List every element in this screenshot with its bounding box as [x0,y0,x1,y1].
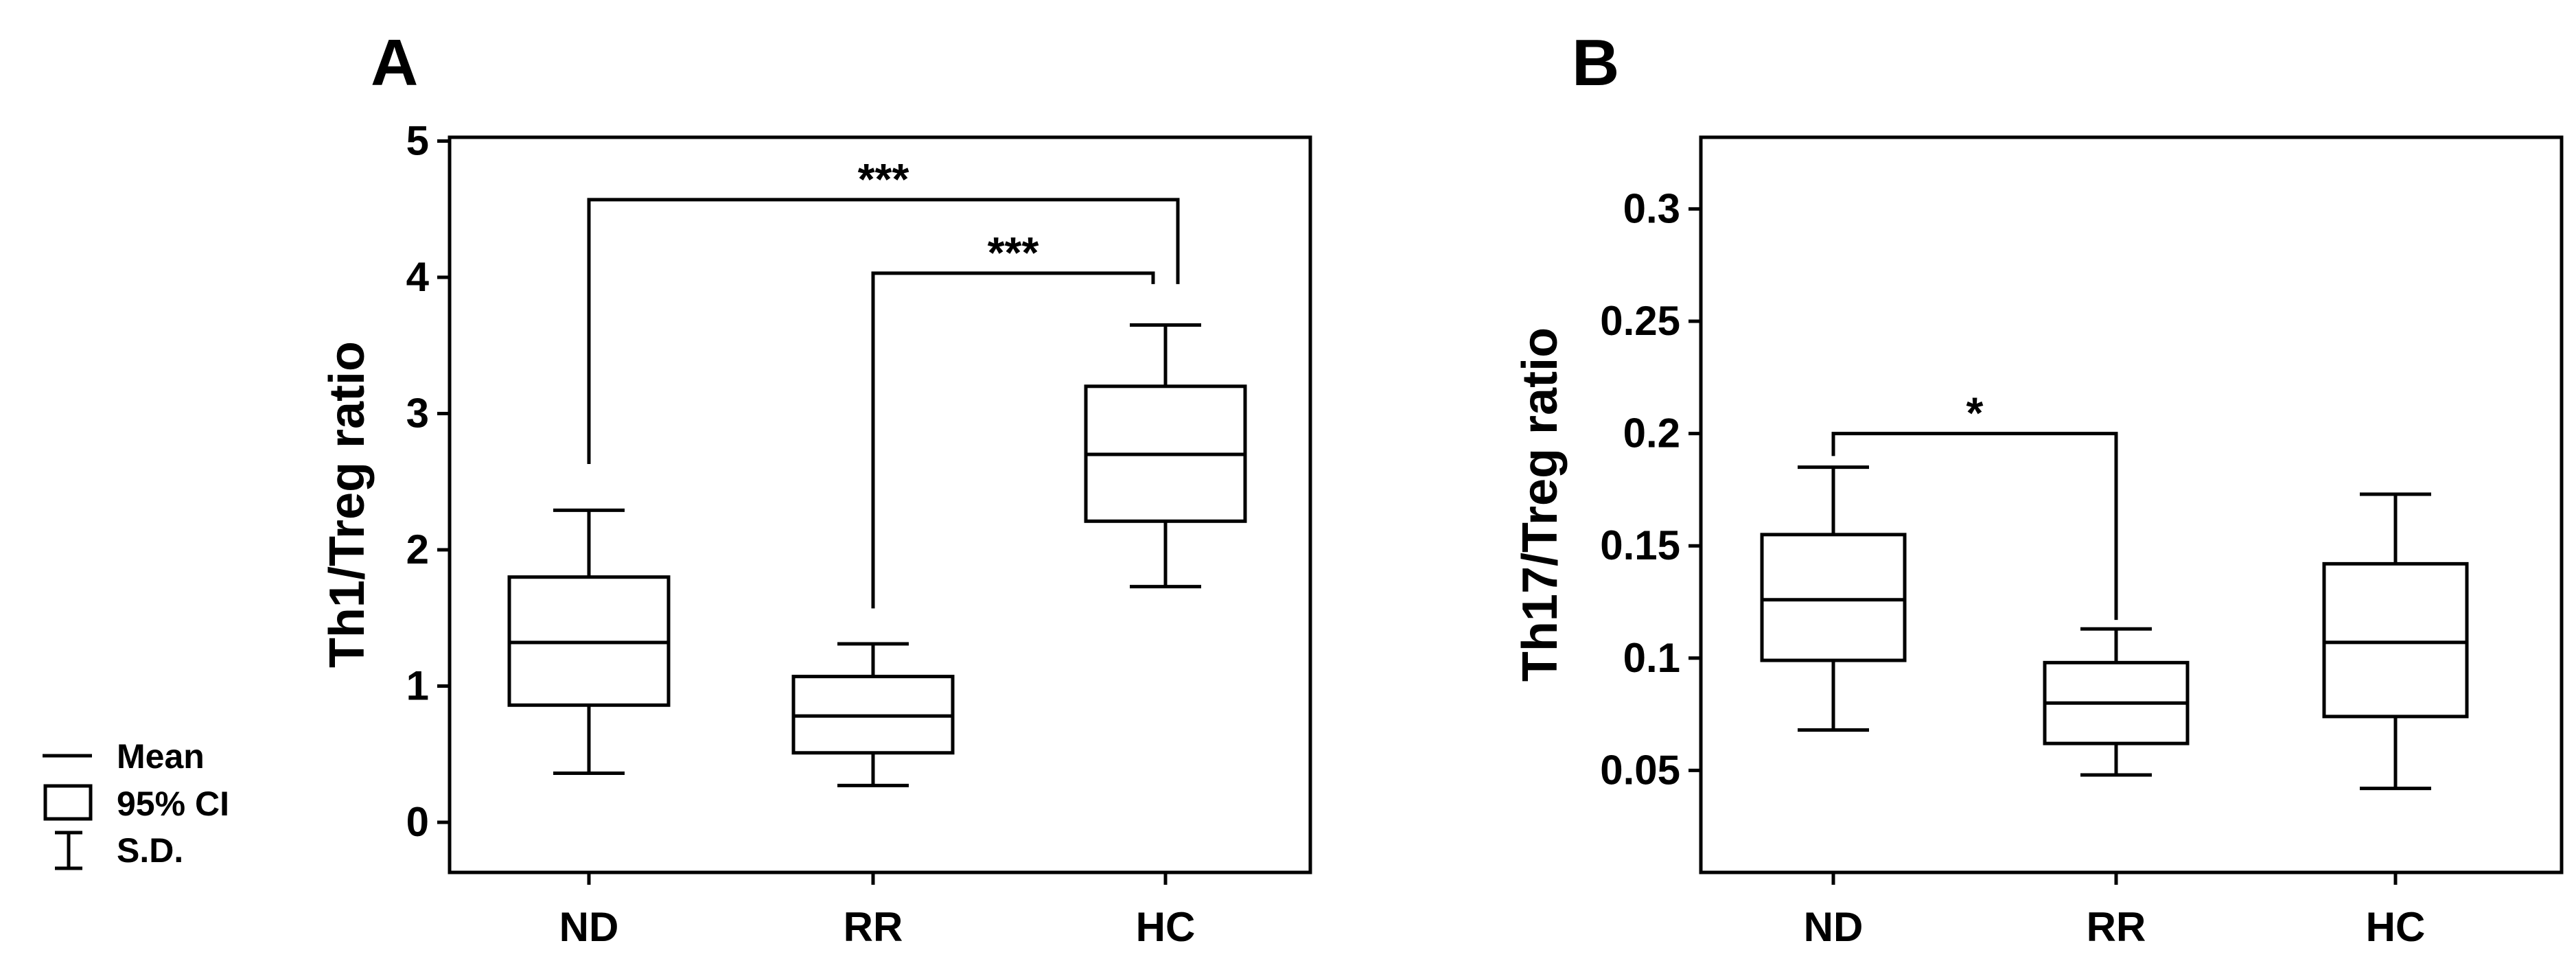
box-hc [1084,323,1247,589]
y-tick-label: 0.1 [1623,635,1680,681]
significance-stars: *** [858,154,909,204]
y-tick-label: 0.05 [1600,747,1680,793]
legend-ci-box-icon [43,784,93,821]
x-category-label: RR [844,904,903,950]
box-rr [791,642,955,787]
box-nd [507,508,671,776]
y-tick-label: 0.25 [1600,298,1680,344]
y-tick-label: 4 [406,254,430,300]
y-tick-label: 0.2 [1623,410,1680,456]
panel-a: A 0 1 2 3 4 5 ND RR HC *** *** Th1/Treg ratio [320,26,1312,950]
panel-b-x-axis: ND RR HC [1804,872,2426,950]
significance-bracket: * [1831,389,2118,621]
y-tick-label: 0.3 [1623,185,1680,231]
panel-a-boxes [507,323,1247,787]
significance-bracket: *** [871,228,1155,609]
legend-ci-label: 95% CI [117,785,229,823]
legend-sd-whisker-icon [55,831,82,870]
panel-b-y-axis: 0.05 0.1 0.15 0.2 0.25 0.3 [1600,185,1701,793]
panel-b-boxes [1760,465,2469,791]
panel-a-y-axis-label: Th1/Treg ratio [320,341,375,668]
x-category-label: HC [2366,904,2426,950]
y-tick-label: 2 [406,526,429,572]
bracket-line [587,198,1180,464]
panel-a-significance: *** *** [587,154,1180,609]
y-tick-label: 3 [406,391,429,437]
y-tick-label: 1 [406,663,429,709]
x-category-label: ND [1804,904,1864,950]
legend-sd-label: S.D. [117,831,183,870]
significance-stars: * [1966,389,1984,438]
y-tick-label: 0 [406,799,429,845]
panel-a-plot-frame [448,135,1312,874]
panel-b-significance: * [1831,389,2118,621]
panel-b: B 0.05 0.1 0.15 0.2 0.25 0.3 ND RR HC * Th17/Tr… [1513,26,2564,950]
y-tick-label: 0.15 [1600,522,1680,568]
legend: Mean 95% CI S.D. [43,737,229,870]
panel-b-plot-frame [1699,135,2564,874]
bracket-line [871,271,1155,609]
ci-box [1760,533,1907,662]
panel-a-x-axis: ND RR HC [559,872,1196,950]
y-tick-label: 5 [406,118,429,164]
box-rr [2043,627,2190,777]
significance-bracket: *** [587,154,1180,464]
panel-a-y-axis: 0 1 2 3 4 5 [406,118,450,845]
legend-mean-label: Mean [117,737,205,776]
panel-b-y-axis-label: Th17/Treg ratio [1513,327,1568,682]
bracket-line [1831,432,2118,621]
x-category-label: RR [2087,904,2146,950]
significance-stars: *** [988,228,1039,277]
box-hc [2322,492,2469,791]
x-category-label: ND [559,904,619,950]
panel-a-letter: A [371,26,418,100]
box-nd [1760,465,1907,732]
panel-b-letter: B [1572,26,1619,100]
x-category-label: HC [1136,904,1196,950]
ci-box [2322,561,2469,719]
